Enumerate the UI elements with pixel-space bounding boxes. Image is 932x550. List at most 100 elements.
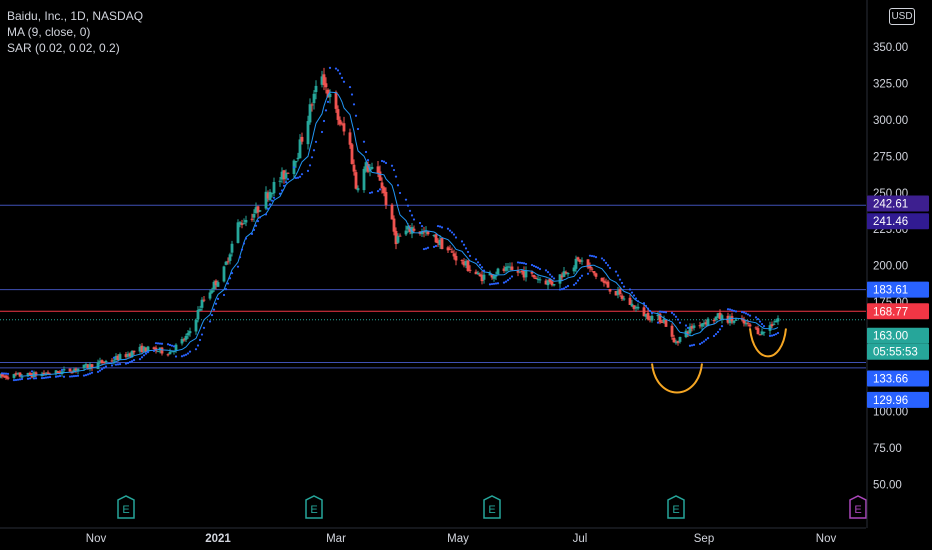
- candle-body: [678, 336, 682, 342]
- sar-dot: [294, 176, 298, 180]
- sar-dot: [420, 225, 424, 228]
- sar-dot: [382, 160, 386, 163]
- symbol-title[interactable]: Baidu, Inc., 1D, NASDAQ: [7, 9, 144, 23]
- sar-dot: [564, 286, 568, 289]
- candle-body: [182, 339, 186, 341]
- candle-body: [12, 374, 16, 378]
- sar-dot: [222, 293, 226, 297]
- sar-dot: [406, 204, 410, 207]
- candle-body: [426, 231, 430, 235]
- candle-body: [4, 375, 8, 378]
- earnings-marker: E: [305, 495, 323, 519]
- sar-dot: [642, 302, 646, 305]
- sar-dot: [518, 261, 522, 264]
- candle-body: [546, 280, 550, 286]
- price-label-box: [867, 327, 929, 344]
- candle-body: [670, 325, 674, 337]
- sar-dot: [408, 209, 412, 212]
- sar-dot: [114, 363, 118, 366]
- candle-body: [548, 279, 552, 282]
- sar-dot: [576, 279, 580, 282]
- candle-body: [342, 123, 346, 132]
- candle-body: [370, 166, 374, 169]
- sar-dot: [454, 236, 458, 239]
- sar-dot: [670, 311, 674, 314]
- time-tick-label: 2021: [205, 533, 231, 545]
- candle-body: [352, 164, 356, 172]
- candle-body: [74, 368, 78, 371]
- sar-dot: [90, 371, 94, 374]
- candle-body: [704, 322, 708, 325]
- candle-body: [398, 235, 402, 237]
- candle-body: [286, 172, 290, 174]
- currency-button[interactable]: USD: [889, 8, 915, 25]
- candle-body: [356, 188, 360, 191]
- sar-dot: [494, 282, 498, 285]
- sar-dot: [4, 372, 8, 375]
- candle-body: [104, 360, 108, 362]
- candle-body: [544, 280, 548, 285]
- candle-body: [0, 373, 4, 377]
- earnings-marker: E: [117, 495, 135, 519]
- sar-dot: [160, 342, 164, 345]
- sar-dot: [46, 376, 50, 379]
- sar-dot: [326, 100, 330, 103]
- candle-body: [550, 281, 554, 286]
- candle-body: [284, 172, 288, 179]
- sar-dot: [676, 318, 680, 321]
- sar-indicator-label[interactable]: SAR (0.02, 0.02, 0.2): [7, 41, 120, 55]
- sar-dot: [534, 265, 538, 268]
- candle-body: [96, 362, 100, 370]
- candle-body: [768, 325, 772, 331]
- sar-dot: [166, 343, 170, 346]
- candle-body: [72, 369, 76, 373]
- sar-dot: [12, 379, 16, 382]
- candle-body: [396, 236, 400, 243]
- sar-dot: [240, 248, 244, 251]
- candle-body: [258, 210, 262, 212]
- candle-body: [46, 372, 50, 374]
- sar-dot: [662, 310, 666, 314]
- candle-body: [746, 322, 750, 324]
- sar-dot: [762, 324, 766, 328]
- candle-body: [642, 307, 646, 317]
- sar-dot: [216, 297, 220, 300]
- sar-dot: [422, 247, 426, 251]
- candle-body: [28, 372, 32, 375]
- sar-dot: [776, 331, 780, 335]
- sar-dot: [320, 130, 324, 134]
- price-tick-label: 325.00: [873, 78, 908, 90]
- sar-dot: [76, 374, 80, 377]
- candle-body: [538, 279, 542, 281]
- candle-body: [392, 218, 396, 232]
- sar-dot: [228, 277, 232, 280]
- candle-body: [160, 347, 164, 354]
- sar-dot: [16, 378, 20, 381]
- sar-dot: [186, 352, 190, 355]
- candle-body: [336, 109, 340, 120]
- sar-dot: [412, 218, 416, 221]
- price-label-box: [867, 343, 929, 360]
- sar-dot: [706, 337, 710, 340]
- sar-dot: [462, 243, 466, 246]
- candle-body: [222, 266, 226, 282]
- sar-dot: [364, 150, 368, 154]
- sar-dot: [376, 190, 380, 193]
- sar-dot: [86, 373, 90, 376]
- candle-body: [616, 290, 620, 295]
- candle-body: [468, 269, 472, 271]
- candle-body: [452, 253, 456, 257]
- time-axis[interactable]: Nov 2021 Mar May Jul Sep Nov: [0, 527, 866, 545]
- candle-body: [432, 234, 436, 237]
- candle-body: [264, 191, 268, 209]
- sar-dot: [198, 338, 202, 342]
- sar-dot: [452, 233, 456, 236]
- sar-dot: [756, 318, 760, 321]
- candle-body: [566, 272, 570, 275]
- candle-body: [16, 373, 20, 375]
- candle-body: [606, 281, 610, 288]
- candle-body: [422, 231, 426, 233]
- ma-indicator-label[interactable]: MA (9, close, 0): [7, 25, 91, 39]
- candle-body: [558, 274, 562, 284]
